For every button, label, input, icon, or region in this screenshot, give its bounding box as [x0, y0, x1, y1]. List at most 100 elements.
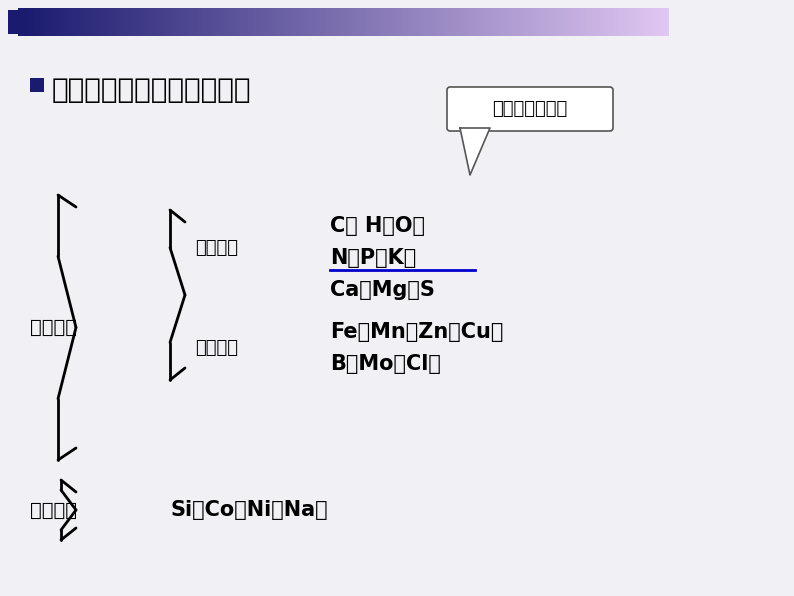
Bar — [66, 8, 68, 36]
Bar — [584, 8, 586, 36]
Bar — [137, 8, 140, 36]
Bar — [388, 8, 391, 36]
Bar — [518, 8, 521, 36]
Bar — [467, 8, 469, 36]
Bar — [230, 8, 233, 36]
Bar — [473, 8, 476, 36]
Bar — [148, 8, 151, 36]
Bar — [592, 8, 595, 36]
Text: Fe、Mn、Zn、Cu、: Fe、Mn、Zn、Cu、 — [330, 322, 503, 343]
Bar — [67, 8, 71, 36]
Bar — [61, 8, 64, 36]
Bar — [540, 8, 543, 36]
Bar — [408, 8, 410, 36]
Bar — [310, 8, 313, 36]
Bar — [380, 8, 383, 36]
Bar — [293, 8, 296, 36]
Bar — [163, 8, 166, 36]
Bar — [595, 8, 597, 36]
Bar — [438, 8, 441, 36]
Bar — [211, 8, 214, 36]
Bar — [611, 8, 615, 36]
Bar — [94, 8, 97, 36]
Bar — [109, 8, 112, 36]
Bar — [209, 8, 211, 36]
Bar — [98, 8, 101, 36]
Bar — [306, 8, 309, 36]
Text: 来源于空气和水: 来源于空气和水 — [492, 100, 568, 118]
Bar — [434, 8, 437, 36]
Text: C、 H、O、: C、 H、O、 — [330, 216, 425, 235]
Bar — [499, 8, 502, 36]
Bar — [515, 8, 517, 36]
Bar — [42, 8, 44, 36]
Bar — [194, 8, 196, 36]
Bar — [322, 8, 324, 36]
Bar — [553, 8, 556, 36]
Bar — [83, 8, 86, 36]
Bar — [510, 8, 512, 36]
Bar — [488, 8, 491, 36]
Bar — [291, 8, 294, 36]
Bar — [72, 8, 75, 36]
Bar — [135, 8, 137, 36]
Bar — [36, 8, 38, 36]
Bar — [546, 8, 549, 36]
Bar — [233, 8, 235, 36]
Bar — [57, 8, 60, 36]
Bar — [659, 8, 662, 36]
Bar — [18, 8, 21, 36]
Bar — [165, 8, 168, 36]
Bar — [259, 8, 261, 36]
Bar — [40, 8, 42, 36]
Bar — [102, 8, 105, 36]
Bar — [596, 8, 599, 36]
Bar — [126, 8, 129, 36]
Bar — [304, 8, 306, 36]
Bar — [653, 8, 656, 36]
Bar — [418, 8, 422, 36]
Bar — [129, 8, 131, 36]
Bar — [124, 8, 127, 36]
Bar — [417, 8, 419, 36]
Bar — [118, 8, 121, 36]
Bar — [364, 8, 368, 36]
Bar — [536, 8, 538, 36]
Bar — [25, 8, 27, 36]
Bar — [341, 8, 344, 36]
Bar — [289, 8, 291, 36]
Bar — [664, 8, 666, 36]
Polygon shape — [460, 128, 490, 175]
Bar — [482, 8, 484, 36]
Bar — [579, 8, 582, 36]
Bar — [195, 8, 198, 36]
Bar — [666, 8, 669, 36]
Bar — [646, 8, 649, 36]
Bar — [661, 8, 664, 36]
Bar — [111, 8, 114, 36]
Bar — [451, 8, 454, 36]
Bar — [122, 8, 125, 36]
Bar — [317, 8, 320, 36]
Bar — [468, 8, 472, 36]
Bar — [406, 8, 408, 36]
Bar — [256, 8, 259, 36]
Bar — [631, 8, 634, 36]
Bar — [626, 8, 630, 36]
Bar — [315, 8, 318, 36]
Bar — [185, 8, 187, 36]
Bar — [139, 8, 142, 36]
Bar — [590, 8, 592, 36]
Bar — [302, 8, 305, 36]
Bar — [605, 8, 608, 36]
Bar — [200, 8, 202, 36]
Bar — [575, 8, 577, 36]
Bar — [105, 8, 107, 36]
Bar — [471, 8, 473, 36]
Bar — [100, 8, 103, 36]
Bar — [278, 8, 280, 36]
Bar — [512, 8, 515, 36]
Bar — [414, 8, 417, 36]
Bar — [601, 8, 603, 36]
Text: 有益元素: 有益元素 — [30, 501, 77, 520]
